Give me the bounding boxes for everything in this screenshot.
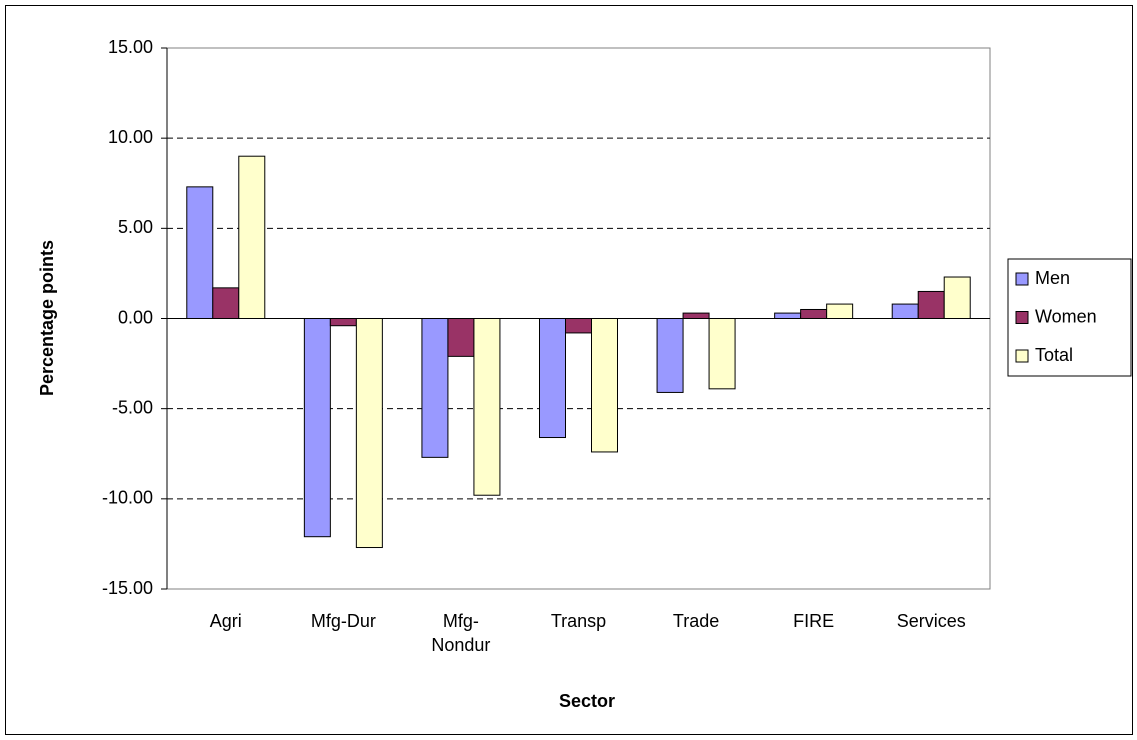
y-axis-label: Percentage points — [37, 240, 57, 396]
bar — [682, 312, 710, 319]
bar — [656, 318, 684, 393]
y-tick-label: -5.00 — [112, 397, 153, 417]
legend-label: Total — [1035, 345, 1073, 365]
bar — [473, 318, 501, 496]
y-tick-label: -10.00 — [102, 488, 153, 508]
bar — [212, 287, 240, 319]
legend-swatch — [1015, 311, 1029, 324]
y-tick-label: 0.00 — [118, 307, 153, 327]
legend-label: Men — [1035, 268, 1070, 288]
bar — [591, 318, 618, 453]
bar — [800, 308, 828, 320]
x-tick-label: Mfg-Nondur — [431, 611, 491, 655]
y-tick-label: 5.00 — [118, 217, 153, 237]
bar — [238, 155, 266, 319]
x-tick-label: Trade — [672, 611, 720, 631]
bar — [355, 318, 383, 549]
bar — [826, 303, 854, 319]
y-tick-label: -15.00 — [102, 578, 153, 598]
bar — [943, 276, 971, 320]
bar — [447, 318, 475, 357]
bar — [891, 303, 919, 319]
legend-swatch — [1015, 272, 1029, 286]
x-axis-label: Sector — [559, 691, 615, 711]
x-tick-label: Agri — [209, 611, 242, 631]
legend-swatch — [1015, 349, 1029, 363]
bar — [421, 318, 449, 458]
legend-label: Women — [1035, 306, 1097, 326]
bar — [186, 186, 214, 319]
bar — [708, 318, 736, 390]
bar — [774, 312, 802, 319]
bar — [539, 318, 566, 439]
y-tick-label: 15.00 — [108, 37, 153, 57]
y-tick-label: 10.00 — [108, 127, 153, 147]
bar — [917, 290, 945, 320]
x-tick-label: Mfg-Dur — [310, 611, 376, 631]
bar — [303, 318, 331, 538]
x-tick-label: Transp — [550, 611, 607, 631]
x-tick-label: Services — [896, 611, 966, 631]
bar — [329, 318, 357, 327]
bar — [565, 318, 592, 334]
x-tick-label: FIRE — [793, 611, 835, 631]
